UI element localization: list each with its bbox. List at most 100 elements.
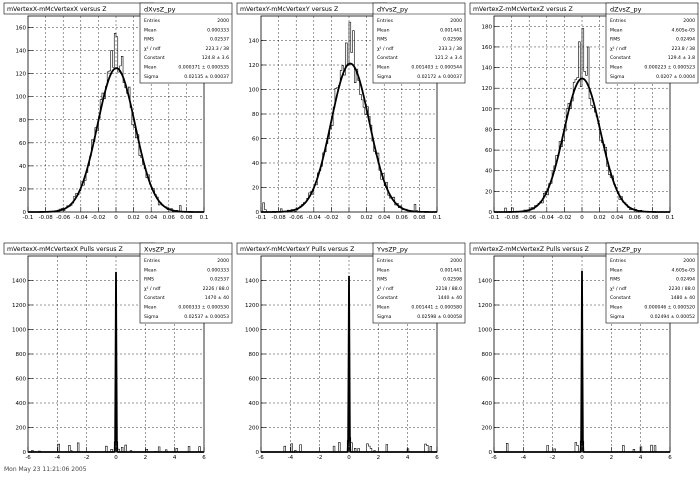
- y-tick-label: 0: [256, 210, 260, 216]
- chart-panel-2: mVertexY-mMcVertexY versus Z-0.1 -0.08 -0.…: [236, 2, 466, 221]
- x-tick-label: 0.02: [593, 215, 605, 221]
- stats-label: Entries: [377, 18, 394, 24]
- gaussian-fit-curve: [261, 275, 437, 453]
- x-tick-label: -0.08: [504, 215, 519, 221]
- x-tick-label: 0.02: [360, 215, 372, 221]
- x-tick-label: -0.02: [557, 215, 571, 221]
- stats-label: Mean: [610, 267, 623, 273]
- chart-panel-4: mVertexX-mMcVertexX Pulls versus Z -6 -4 -2…: [3, 242, 233, 461]
- x-tick-label: 0.02: [127, 215, 139, 221]
- stats-value: 0.02537: [210, 277, 229, 283]
- x-tick-label: -0.08: [38, 215, 53, 221]
- y-tick-label: 1000: [478, 328, 492, 334]
- x-tick-label: -6: [491, 455, 497, 461]
- stats-value: 2000: [683, 258, 695, 264]
- stats-box: [139, 2, 233, 84]
- chart-title: mVertexY-mMcVertexY Pulls versus Z: [240, 246, 354, 253]
- y-tick-label: 800: [16, 352, 27, 358]
- x-tick-label: 0: [347, 455, 351, 461]
- stats-label: Constant: [377, 295, 398, 301]
- x-tick-label: 4: [406, 455, 410, 461]
- histogram-series: [261, 21, 437, 213]
- stats-box: [605, 242, 699, 324]
- stats-value: 0.02494: [676, 37, 695, 43]
- x-tick-label: -0.1: [256, 215, 267, 221]
- x-tick-label: -0.02: [324, 215, 338, 221]
- y-tick-label: 200: [16, 426, 27, 432]
- stats-value: 0.02494: [676, 277, 695, 283]
- y-tick-label: 0: [489, 450, 493, 456]
- stats-label: Entries: [144, 18, 161, 24]
- stats-label: Constant: [144, 295, 165, 301]
- y-tick-label: 40: [485, 169, 492, 175]
- chart-title: mVertexZ-mMcVertexZ versus Z: [473, 6, 573, 13]
- y-tick-label: 60: [252, 137, 259, 143]
- gaussian-fit-curve: [494, 270, 670, 453]
- x-tick-label: 0.08: [646, 215, 659, 221]
- stats-value: 0.02494 ± 0.00052: [650, 314, 695, 320]
- y-tick-label: 20: [252, 186, 259, 192]
- stats-label: Mean: [144, 305, 157, 311]
- stats-value: 1480 ± 40: [671, 295, 695, 301]
- stats-value: 1470 ± 40: [205, 295, 229, 301]
- y-tick-label: 140: [16, 49, 27, 55]
- y-tick-label: 800: [249, 352, 260, 358]
- stats-label: χ² / ndf: [144, 286, 161, 292]
- y-tick-label: 180: [482, 24, 493, 30]
- stats-value: 0.02598 ± 0.00058: [417, 314, 462, 320]
- stats-box: [605, 2, 699, 84]
- chart-title: mVertexY-mMcVertexY versus Z: [240, 6, 338, 13]
- stats-value: 0.001441: [440, 27, 462, 33]
- stats-label: χ² / ndf: [144, 46, 161, 52]
- stats-label: Sigma: [144, 74, 159, 80]
- stats-label: RMS: [144, 37, 154, 43]
- stats-value: 233.3 / 38: [439, 46, 463, 52]
- stats-label: Constant: [377, 55, 398, 61]
- stats-label: RMS: [377, 277, 387, 283]
- y-tick-label: 80: [485, 127, 492, 133]
- x-tick-label: 0.08: [413, 215, 426, 221]
- y-tick-label: 60: [485, 148, 492, 154]
- stats-label: Sigma: [377, 74, 392, 80]
- y-tick-label: 400: [16, 401, 27, 407]
- x-tick-label: 0.1: [200, 215, 209, 221]
- x-tick-label: 0: [114, 215, 118, 221]
- stats-label: Mean: [610, 27, 623, 33]
- stats-value: 2000: [217, 258, 229, 264]
- y-tick-label: 60: [19, 141, 26, 147]
- y-tick-label: 100: [249, 88, 260, 94]
- stats-label: χ² / ndf: [377, 286, 394, 292]
- stats-value: 0.0207 ± 0.0004: [656, 74, 695, 80]
- x-tick-label: -0.1: [23, 215, 34, 221]
- stats-value: 223.8 / 38: [672, 46, 696, 52]
- x-tick-label: -2: [550, 455, 555, 461]
- y-tick-label: 80: [19, 118, 26, 124]
- stats-value: 0.02537: [210, 37, 229, 43]
- stats-label: Mean: [144, 27, 157, 33]
- stats-label: Sigma: [610, 74, 625, 80]
- y-tick-label: 160: [482, 45, 493, 51]
- stats-label: χ² / ndf: [610, 286, 627, 292]
- stats-label: Sigma: [610, 314, 625, 320]
- y-tick-label: 600: [249, 377, 260, 383]
- x-tick-label: 2: [610, 455, 614, 461]
- y-tick-label: 140: [482, 66, 493, 72]
- chart-title: mVertexX-mMcVertexX versus Z: [7, 6, 107, 13]
- y-tick-label: 400: [482, 401, 493, 407]
- stats-box: [372, 242, 466, 324]
- x-tick-label: -0.06: [56, 215, 71, 221]
- x-tick-label: -6: [258, 455, 264, 461]
- stats-value: 223.3 / 38: [206, 46, 230, 52]
- x-tick-label: 0: [580, 215, 584, 221]
- stats-label: Entries: [144, 258, 161, 264]
- y-tick-label: 600: [482, 377, 493, 383]
- stats-value: 129.4 ± 3.8: [668, 55, 695, 61]
- y-tick-label: 80: [252, 112, 259, 118]
- stats-box: [372, 2, 466, 84]
- y-tick-label: 20: [19, 187, 26, 193]
- stats-label: Mean: [377, 267, 390, 273]
- stats-name: ZvsZP_py: [610, 246, 641, 254]
- x-tick-label: 0.1: [433, 215, 442, 221]
- stats-label: Mean: [144, 267, 157, 273]
- stats-label: Mean: [610, 305, 623, 311]
